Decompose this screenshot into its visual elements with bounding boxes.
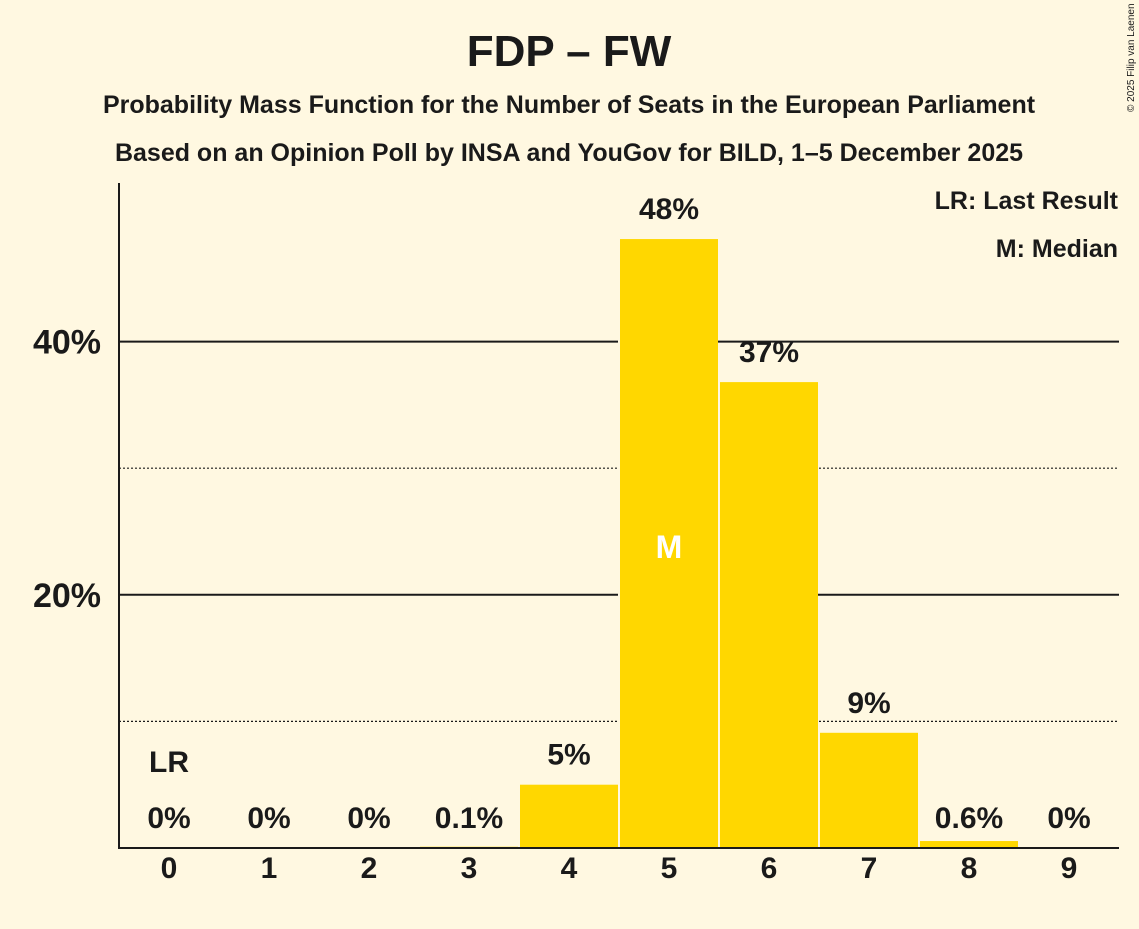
value-label: 9%: [847, 687, 890, 720]
x-tick-label: 6: [761, 852, 778, 885]
copyright: © 2025 Filip van Laenen: [1126, 3, 1137, 112]
x-tick-label: 8: [961, 852, 978, 885]
x-tick-label: 0: [161, 852, 178, 885]
chart-title: FDP – FW: [467, 27, 672, 76]
value-label: 0%: [147, 802, 190, 835]
value-label: 5%: [547, 739, 590, 772]
chart-subtitle-2: Based on an Opinion Poll by INSA and You…: [115, 139, 1023, 167]
bar: [920, 841, 1018, 848]
y-tick-label: 40%: [33, 324, 101, 362]
median-marker: M: [656, 529, 683, 565]
bar: [520, 784, 618, 848]
x-tick-label: 1: [261, 852, 278, 885]
bar: [720, 382, 818, 848]
value-label: 0%: [1047, 802, 1090, 835]
bars: [418, 239, 1018, 848]
y-tick-label: 20%: [33, 577, 101, 615]
x-tick-label: 9: [1061, 852, 1078, 885]
value-label: 0%: [347, 802, 390, 835]
legend-median: M: Median: [996, 235, 1118, 263]
value-label: 48%: [639, 193, 699, 226]
value-label: 37%: [739, 336, 799, 369]
chart-subtitle-1: Probability Mass Function for the Number…: [103, 91, 1036, 119]
x-tick-label: 2: [361, 852, 378, 885]
value-label: 0.1%: [435, 802, 503, 835]
x-tick-label: 7: [861, 852, 878, 885]
labels: 20%40%00%LR10%20%30.1%45%548%M637%79%80.…: [33, 193, 1091, 885]
x-tick-label: 3: [461, 852, 478, 885]
last-result-marker: LR: [149, 746, 189, 779]
x-tick-label: 4: [561, 852, 578, 885]
bar: [820, 732, 918, 848]
value-label: 0.6%: [935, 802, 1003, 835]
bar: [620, 239, 718, 848]
x-tick-label: 5: [661, 852, 678, 885]
value-label: 0%: [247, 802, 290, 835]
legend-last-result: LR: Last Result: [935, 187, 1119, 215]
